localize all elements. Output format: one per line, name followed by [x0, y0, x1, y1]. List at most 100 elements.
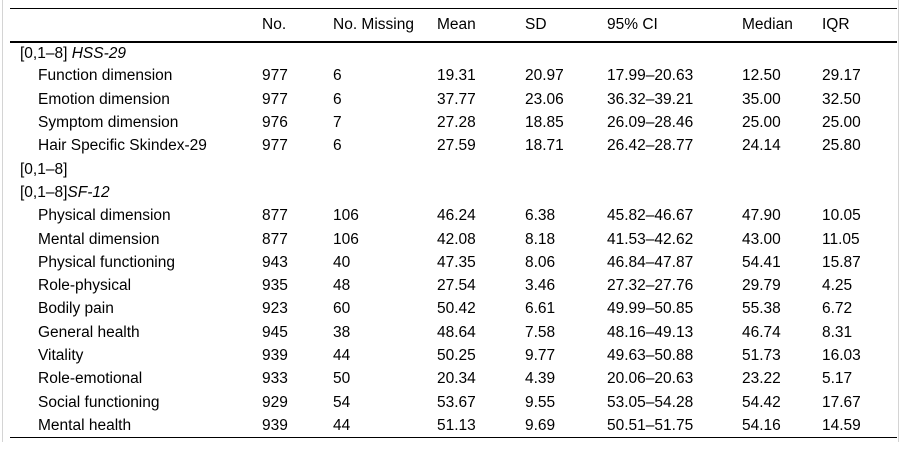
data-cell: 29.79 — [742, 277, 781, 295]
data-cell: 55.38 — [742, 300, 781, 318]
table-row: Bodily pain 923 60 50.42 6.61 49.99–50.85 55.3… — [10, 298, 897, 321]
data-cell: 53.67 — [437, 393, 476, 411]
data-cell: 44 — [333, 347, 351, 364]
data-cell: 877 — [262, 230, 288, 248]
table-header: No. No. Missing Mean SD 95% CI Median IQ… — [10, 9, 897, 42]
data-cell: 46.74 — [742, 323, 781, 341]
data-cell: 935 — [262, 277, 288, 295]
data-cell: 54.42 — [742, 393, 781, 411]
data-cell: 25.80 — [822, 137, 861, 155]
data-cell: 27.32–27.76 — [607, 277, 694, 295]
results-table: No. No. Missing Mean SD 95% CI Median IQ… — [10, 8, 897, 439]
row-label: Role-physical — [38, 277, 132, 295]
row-label-italic: SF-12 — [67, 183, 110, 201]
data-cell: 48.16–49.13 — [607, 323, 694, 341]
data-cell: 41.53–42.62 — [607, 230, 694, 248]
row-label: Physical dimension — [38, 207, 171, 225]
table-row: Mental dimension 877 106 42.08 8.18 41.53–42.… — [10, 228, 897, 251]
header-95ci: 95% CI — [607, 15, 658, 33]
data-cell — [742, 42, 822, 65]
data-cell: 15.87 — [822, 253, 861, 271]
table-body: [0,1–8] HSS-29 Function dimension 977 6 19.3… — [10, 42, 897, 438]
data-cell: 47.35 — [437, 253, 476, 271]
table-frame: No. No. Missing Mean SD 95% CI Median IQ… — [2, 0, 899, 442]
data-cell: 4.25 — [822, 277, 853, 295]
data-cell: 929 — [262, 393, 288, 411]
data-cell: 8.31 — [822, 323, 853, 341]
data-cell: 17.67 — [822, 393, 861, 411]
data-cell — [437, 42, 525, 65]
data-cell: 48.64 — [437, 323, 476, 341]
data-cell — [262, 42, 333, 65]
table-row: Vitality 939 44 50.25 9.77 49.63–50.88 51.73 16… — [10, 344, 897, 367]
data-cell: 977 — [262, 90, 288, 108]
header-sd: SD — [525, 15, 547, 33]
data-cell — [822, 42, 897, 65]
data-cell: 29.17 — [822, 67, 861, 85]
data-cell: 939 — [262, 416, 288, 434]
row-label: Role-emotional — [38, 370, 143, 388]
data-cell: 106 — [333, 230, 359, 248]
table-row: General health 945 38 48.64 7.58 48.16–49.13 4… — [10, 321, 897, 344]
data-cell — [742, 181, 822, 204]
data-cell — [525, 181, 607, 204]
data-cell: 6 — [333, 137, 342, 155]
table-row: Physical dimension 877 106 46.24 6.38 45.82–4… — [10, 205, 897, 228]
data-cell: 4.39 — [525, 370, 556, 388]
data-cell — [607, 158, 742, 181]
table-row: Role-physical 935 48 27.54 3.46 27.32–27.76 29… — [10, 274, 897, 297]
data-cell: 6.38 — [525, 207, 556, 225]
data-cell: 51.13 — [437, 416, 476, 434]
data-cell: 20.97 — [525, 67, 564, 85]
data-cell: 6.61 — [525, 300, 556, 318]
table-row: Hair Specific Skindex-29 977 6 27.59 18.71 26… — [10, 135, 897, 158]
data-cell: 20.34 — [437, 370, 476, 388]
data-cell: 18.71 — [525, 137, 564, 155]
data-cell — [525, 158, 607, 181]
data-cell — [333, 181, 437, 204]
table-row: [0,1–8] HSS-29 — [10, 42, 897, 65]
data-cell: 16.03 — [822, 347, 861, 364]
data-cell: 5.17 — [822, 370, 853, 388]
row-label: Function dimension — [38, 67, 173, 85]
row-label: Social functioning — [38, 393, 160, 411]
table-row: Function dimension 977 6 19.31 20.97 17.99–20… — [10, 65, 897, 88]
data-cell: 53.05–54.28 — [607, 393, 694, 411]
table-row: Symptom dimension 976 7 27.28 18.85 26.09–28.… — [10, 111, 897, 134]
data-cell: 43.00 — [742, 230, 781, 248]
data-cell — [262, 181, 333, 204]
data-cell: 14.59 — [822, 416, 861, 434]
data-cell: 23.06 — [525, 90, 564, 108]
data-cell: 12.50 — [742, 67, 781, 85]
data-cell: 18.85 — [525, 114, 564, 132]
data-cell: 6 — [333, 67, 342, 85]
data-cell: 23.22 — [742, 370, 781, 388]
data-cell: 54.16 — [742, 416, 781, 434]
data-cell — [822, 181, 897, 204]
data-cell: 877 — [262, 207, 288, 225]
data-cell: 7 — [333, 114, 342, 132]
data-cell: 46.84–47.87 — [607, 253, 694, 271]
data-cell: 977 — [262, 137, 288, 155]
row-label: [0,1–8] HSS-29 — [20, 44, 126, 62]
data-cell: 46.24 — [437, 207, 476, 225]
data-cell: 50.51–51.75 — [607, 416, 694, 434]
data-cell: 60 — [333, 300, 351, 318]
data-cell — [822, 158, 897, 181]
data-cell: 35.00 — [742, 90, 781, 108]
data-cell: 50.25 — [437, 347, 476, 364]
data-cell: 44 — [333, 416, 351, 434]
data-cell: 42.08 — [437, 230, 476, 248]
data-cell: 11.05 — [822, 230, 860, 248]
data-cell: 24.14 — [742, 137, 781, 155]
data-cell: 933 — [262, 370, 288, 388]
data-cell: 6.72 — [822, 300, 853, 318]
data-cell: 8.06 — [525, 253, 556, 271]
data-cell: 9.77 — [525, 347, 556, 364]
header-median: Median — [742, 15, 793, 33]
data-cell: 20.06–20.63 — [607, 370, 694, 388]
data-cell: 9.55 — [525, 393, 556, 411]
data-cell: 37.77 — [437, 90, 476, 108]
data-cell: 27.28 — [437, 114, 476, 132]
data-cell: 945 — [262, 323, 288, 341]
